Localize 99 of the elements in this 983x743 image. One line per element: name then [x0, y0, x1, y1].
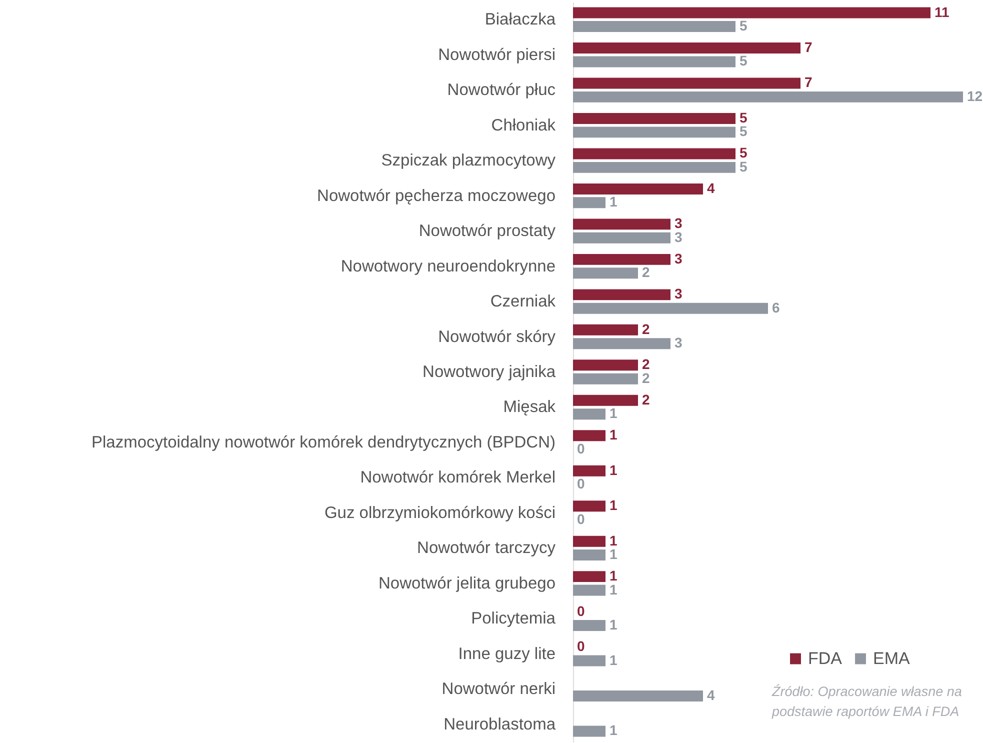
bar [573, 20, 736, 32]
y-tick-label: Plazmocytoidalny nowotwór komórek dendrytycznych (BPDCN) [92, 433, 556, 452]
data-label: 1 [610, 532, 618, 548]
bar [573, 56, 736, 68]
data-label: 1 [610, 568, 618, 584]
data-label: 5 [740, 144, 748, 161]
bar [573, 302, 768, 314]
bar [573, 254, 670, 265]
y-tick-label: Nowotwory jajnika [422, 363, 556, 381]
data-label: 0 [577, 476, 585, 492]
bar [573, 148, 736, 160]
data-label: 2 [642, 320, 650, 337]
data-label: 0 [577, 602, 585, 619]
bar [573, 162, 736, 173]
y-tick-label: Nowotwór prostaty [418, 222, 556, 240]
y-tick-label: Nowotwór tarczycy [417, 539, 556, 558]
y-tick-label: Szpiczak plazmocytowy [381, 152, 556, 170]
bar [573, 338, 670, 350]
bar [573, 232, 670, 244]
data-label: 0 [577, 510, 585, 527]
data-label: 1 [610, 616, 618, 633]
bar [573, 550, 606, 561]
data-label: 1 [610, 546, 618, 562]
y-tick-label: Neuroblastoma [444, 715, 556, 734]
y-tick-label: Inne guzy lite [458, 644, 556, 663]
legend-label: EMA [873, 648, 910, 668]
bar [573, 7, 930, 18]
y-tick-label: Nowotwór skóry [438, 328, 556, 346]
data-label: 7 [804, 39, 812, 56]
data-label: 3 [674, 228, 682, 245]
bar [573, 113, 736, 124]
data-label: 2 [642, 391, 650, 408]
bar [573, 126, 736, 138]
annotation: Źródło: Opracowanie własne na podstawie raportów EMA i FDA [772, 683, 963, 721]
bar [573, 655, 606, 666]
data-label: 4 [707, 686, 715, 703]
bar [573, 430, 606, 442]
legend-label: FDA [808, 648, 843, 668]
bar [573, 465, 606, 476]
data-label: 5 [740, 17, 748, 34]
data-label: 5 [740, 123, 748, 140]
bar [573, 218, 670, 230]
data-label: 1 [610, 426, 618, 443]
bar [573, 183, 703, 194]
bar [573, 571, 606, 582]
data-label: 1 [610, 497, 618, 514]
data-label: 4 [707, 180, 715, 196]
bar [573, 584, 606, 596]
data-label: 2 [642, 370, 650, 386]
data-label: 5 [740, 52, 748, 69]
bar [573, 197, 606, 208]
bar [573, 536, 606, 547]
y-tick-label: Czerniak [490, 292, 556, 311]
bar [573, 91, 963, 102]
y-tick-label: Policytemia [471, 610, 556, 628]
bar [573, 324, 638, 336]
y-tick-label: Nowotwór jelita grubego [378, 574, 556, 592]
bar [573, 78, 800, 89]
bar [573, 289, 670, 300]
data-label: 2 [642, 264, 650, 280]
data-label: 7 [804, 74, 812, 90]
data-label: 0 [577, 638, 585, 654]
y-tick-label: Guz olbrzymiokomórkowy kości [324, 504, 556, 522]
data-label: 2 [642, 356, 650, 372]
y-tick-label: Białaczka [484, 10, 556, 29]
data-label: 1 [610, 722, 618, 738]
data-label: 3 [674, 286, 682, 302]
bar [573, 408, 606, 420]
y-tick-label: Nowotwór płuc [447, 81, 556, 100]
bar [573, 620, 606, 631]
bar [573, 373, 638, 384]
data-label: 1 [610, 405, 618, 422]
data-label: 6 [772, 299, 780, 316]
y-tick-label: Nowotwór nerki [442, 680, 556, 698]
data-label: 1 [610, 194, 618, 210]
bar [573, 360, 638, 371]
data-label: 0 [577, 440, 585, 456]
data-label: 1 [610, 462, 618, 478]
data-label: 12 [967, 88, 983, 104]
y-tick-label: Nowotwór piersi [438, 46, 556, 64]
bar [573, 394, 638, 406]
bar [573, 268, 638, 279]
y-tick-label: Nowotwory neuroendokrynne [340, 257, 556, 276]
data-label: 1 [610, 652, 618, 668]
data-label: 3 [674, 250, 682, 266]
bar [573, 42, 800, 54]
bar [573, 690, 703, 702]
y-tick-label: Nowotwór komórek Merkel [360, 468, 556, 487]
data-label: 3 [674, 334, 682, 351]
bar [573, 500, 606, 512]
y-tick-label: Mięsak [503, 398, 556, 416]
data-label: 3 [674, 215, 682, 232]
bar [573, 726, 606, 737]
data-label: 1 [610, 581, 618, 598]
y-tick-label: Chłoniak [491, 116, 556, 134]
y-tick-label: Nowotwór pęcherza moczowego [317, 186, 556, 205]
data-label: 5 [740, 158, 748, 174]
data-label: 5 [740, 109, 748, 126]
data-label: 11 [934, 4, 950, 20]
